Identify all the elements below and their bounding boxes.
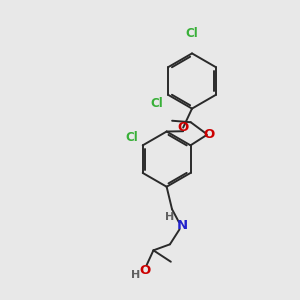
Text: O: O: [203, 128, 214, 141]
Text: Cl: Cl: [126, 130, 138, 144]
Text: H: H: [165, 212, 175, 222]
Text: O: O: [140, 264, 151, 277]
Text: Cl: Cl: [150, 97, 163, 110]
Text: N: N: [177, 219, 188, 232]
Text: Cl: Cl: [186, 27, 198, 40]
Text: H: H: [131, 270, 140, 280]
Text: O: O: [178, 121, 189, 134]
